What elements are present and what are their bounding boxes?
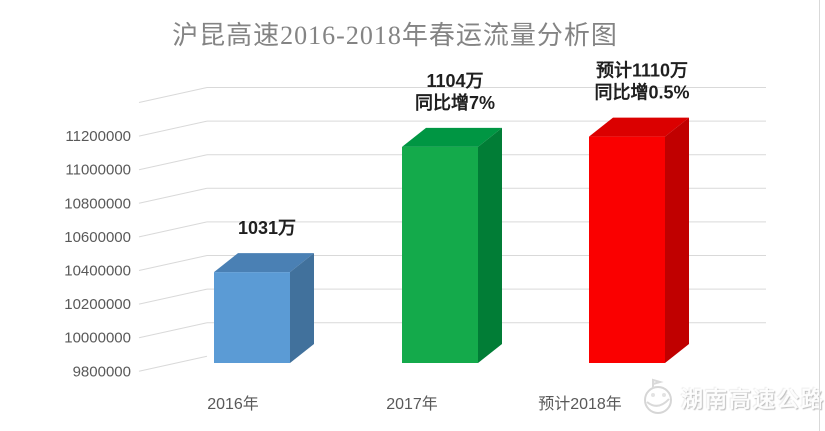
- y-axis-tick-label: 10000000: [64, 330, 131, 347]
- gridline-diagonal: [138, 322, 208, 339]
- gridline-diagonal: [138, 355, 208, 372]
- x-axis-category-label: 2016年: [207, 395, 259, 413]
- bar-1-side: [478, 127, 502, 363]
- bar-2-front: [589, 136, 665, 363]
- bar-0-front: [214, 272, 290, 363]
- data-label: 同比增0.5%: [594, 82, 689, 103]
- gridline-diagonal: [138, 187, 208, 204]
- gridline-diagonal: [138, 221, 208, 238]
- data-label: 1104万: [426, 71, 483, 91]
- y-axis-tick-label: 10200000: [64, 296, 131, 313]
- bar-1-front: [402, 146, 478, 363]
- data-label: 预计1110万: [596, 60, 688, 81]
- y-axis-tick-label: 11000000: [65, 162, 131, 179]
- gridline-diagonal: [138, 288, 208, 305]
- bar-0-top: [214, 253, 314, 273]
- bar-0-side: [290, 253, 314, 363]
- y-axis-tick-label: 10600000: [64, 229, 131, 246]
- bar-2-top: [589, 117, 689, 137]
- bar-1-top: [402, 127, 502, 147]
- gridline-diagonal: [138, 255, 208, 271]
- right-edge-border: [819, 0, 820, 431]
- y-axis-tick-label: 9800000: [73, 363, 131, 380]
- x-axis-category-label: 2017年: [386, 395, 438, 413]
- gridline-diagonal: [138, 87, 208, 103]
- y-axis-tick-label: 10800000: [64, 195, 131, 212]
- bar-2-side: [665, 117, 689, 364]
- chart-title: 沪昆高速2016-2018年春运流量分析图: [172, 21, 618, 50]
- x-axis-category-label: 预计2018年: [538, 395, 622, 413]
- data-label: 1031万: [238, 218, 296, 238]
- y-axis-tick-label: 10400000: [64, 263, 131, 280]
- gridline-diagonal: [138, 120, 208, 137]
- gridline-diagonal: [138, 154, 208, 171]
- data-label: 同比增7%: [415, 92, 495, 113]
- y-axis-tick-label: 11200000: [65, 128, 131, 145]
